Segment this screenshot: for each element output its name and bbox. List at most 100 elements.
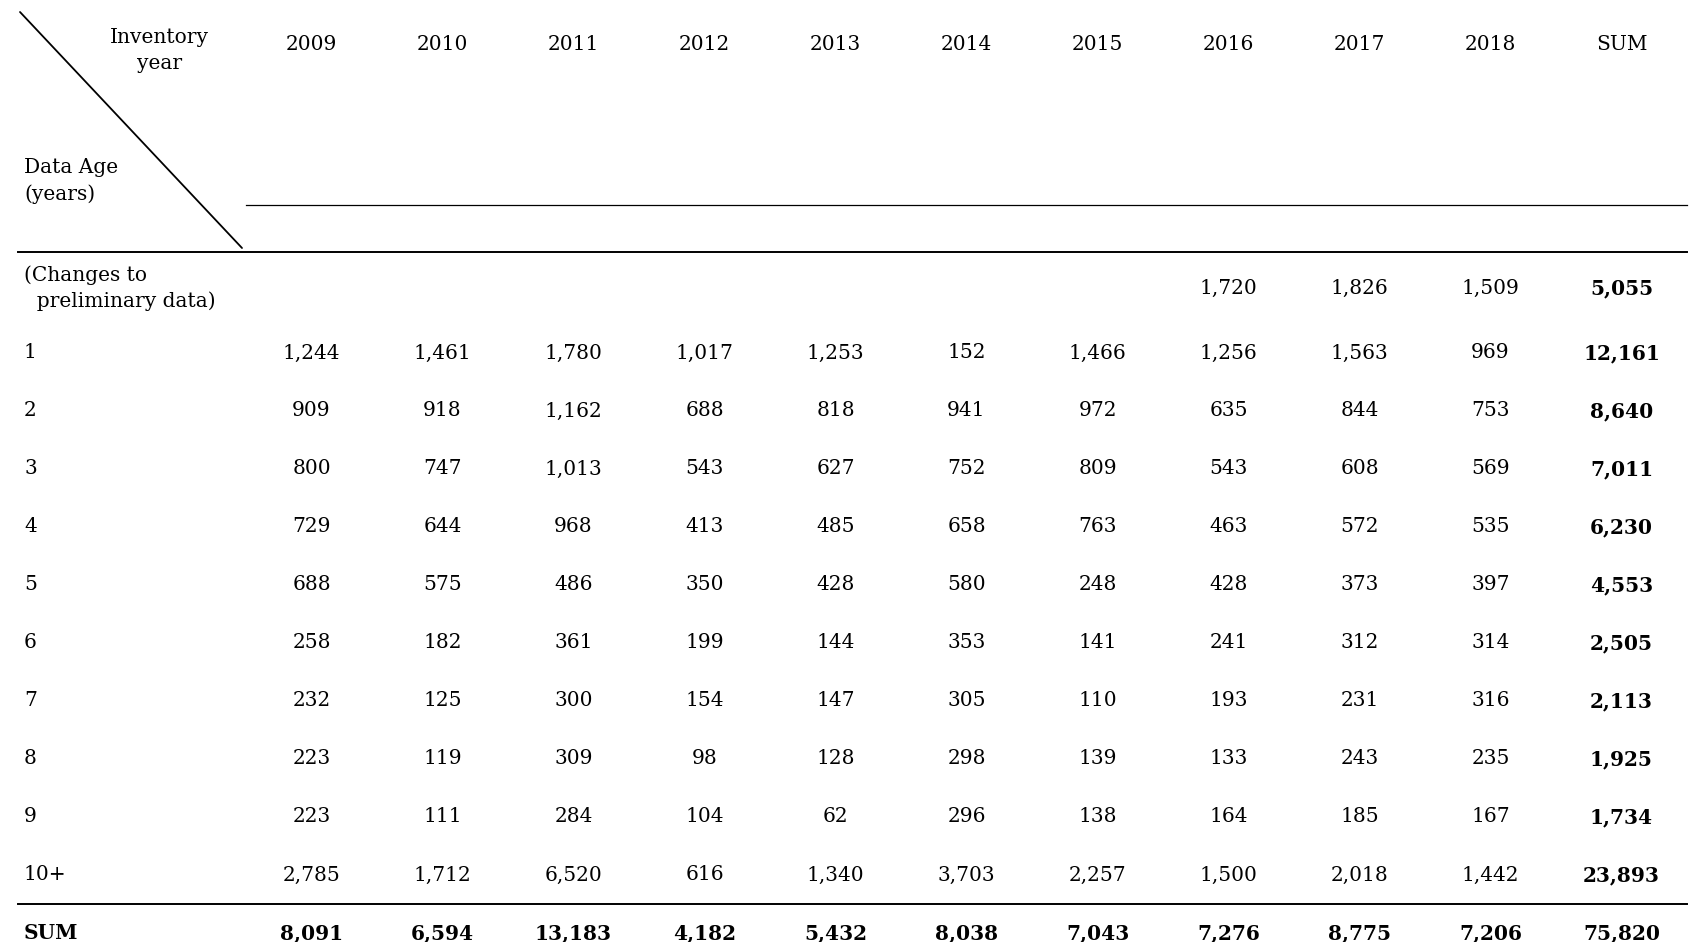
- Text: 6,594: 6,594: [411, 923, 474, 942]
- Text: 809: 809: [1078, 460, 1117, 479]
- Text: 147: 147: [817, 691, 854, 710]
- Text: 2,113: 2,113: [1591, 691, 1652, 711]
- Text: 608: 608: [1340, 460, 1379, 479]
- Text: 6,520: 6,520: [544, 866, 602, 885]
- Text: 133: 133: [1209, 750, 1248, 769]
- Text: 580: 580: [948, 576, 985, 594]
- Text: 1,256: 1,256: [1200, 344, 1257, 363]
- Text: 968: 968: [554, 517, 593, 537]
- Text: SUM: SUM: [24, 923, 78, 942]
- Text: 110: 110: [1078, 691, 1117, 710]
- Text: 154: 154: [685, 691, 723, 710]
- Text: 2,505: 2,505: [1591, 633, 1654, 653]
- Text: 8,775: 8,775: [1328, 923, 1391, 942]
- Text: Data Age: Data Age: [24, 158, 118, 177]
- Text: 2011: 2011: [547, 35, 598, 54]
- Text: 258: 258: [292, 634, 331, 653]
- Text: 535: 535: [1471, 517, 1509, 537]
- Text: 658: 658: [948, 517, 985, 537]
- Text: 572: 572: [1340, 517, 1379, 537]
- Text: 8,091: 8,091: [280, 923, 343, 942]
- Text: 98: 98: [692, 750, 718, 769]
- Text: 428: 428: [817, 576, 854, 594]
- Text: 969: 969: [1471, 344, 1511, 363]
- Text: 2010: 2010: [416, 35, 469, 54]
- Text: 463: 463: [1209, 517, 1248, 537]
- Text: 4,553: 4,553: [1591, 575, 1654, 595]
- Text: 747: 747: [423, 460, 462, 479]
- Text: 644: 644: [423, 517, 462, 537]
- Text: 284: 284: [554, 807, 593, 826]
- Text: 1,442: 1,442: [1461, 866, 1519, 885]
- Text: 2,018: 2,018: [1330, 866, 1388, 885]
- Text: 1,500: 1,500: [1200, 866, 1258, 885]
- Text: 763: 763: [1078, 517, 1117, 537]
- Text: 4: 4: [24, 517, 38, 537]
- Text: 6: 6: [24, 634, 38, 653]
- Text: 428: 428: [1209, 576, 1248, 594]
- Text: 1,253: 1,253: [806, 344, 864, 363]
- Text: 753: 753: [1471, 401, 1509, 420]
- Text: year: year: [136, 54, 182, 73]
- Text: 300: 300: [554, 691, 593, 710]
- Text: 128: 128: [817, 750, 854, 769]
- Text: 543: 543: [1209, 460, 1248, 479]
- Text: 350: 350: [685, 576, 723, 594]
- Text: 248: 248: [1078, 576, 1117, 594]
- Text: 138: 138: [1078, 807, 1117, 826]
- Text: 9: 9: [24, 807, 38, 826]
- Text: 139: 139: [1078, 750, 1117, 769]
- Text: 7,043: 7,043: [1066, 923, 1129, 942]
- Text: 13,183: 13,183: [535, 923, 612, 942]
- Text: 152: 152: [948, 344, 985, 363]
- Text: 941: 941: [948, 401, 985, 420]
- Text: 10+: 10+: [24, 866, 66, 885]
- Text: 185: 185: [1340, 807, 1379, 826]
- Text: 62: 62: [824, 807, 849, 826]
- Text: 800: 800: [292, 460, 331, 479]
- Text: 3: 3: [24, 460, 38, 479]
- Text: 575: 575: [423, 576, 462, 594]
- Text: 75,820: 75,820: [1582, 923, 1661, 942]
- Text: 2015: 2015: [1072, 35, 1124, 54]
- Text: 232: 232: [292, 691, 331, 710]
- Text: 844: 844: [1340, 401, 1379, 420]
- Text: 2016: 2016: [1202, 35, 1255, 54]
- Text: 111: 111: [423, 807, 462, 826]
- Text: 397: 397: [1471, 576, 1509, 594]
- Text: 1,925: 1,925: [1591, 749, 1652, 769]
- Text: 2017: 2017: [1333, 35, 1384, 54]
- Text: 8: 8: [24, 750, 38, 769]
- Text: 309: 309: [554, 750, 593, 769]
- Text: 688: 688: [685, 401, 725, 420]
- Text: 1,466: 1,466: [1069, 344, 1127, 363]
- Text: 729: 729: [292, 517, 331, 537]
- Text: 4,182: 4,182: [673, 923, 737, 942]
- Text: 616: 616: [685, 866, 725, 885]
- Text: 5: 5: [24, 576, 38, 594]
- Text: 486: 486: [554, 576, 593, 594]
- Text: 7: 7: [24, 691, 38, 710]
- Text: 752: 752: [948, 460, 985, 479]
- Text: 1,017: 1,017: [675, 344, 733, 363]
- Text: 972: 972: [1078, 401, 1117, 420]
- Text: 199: 199: [685, 634, 725, 653]
- Text: 373: 373: [1340, 576, 1379, 594]
- Text: 316: 316: [1471, 691, 1509, 710]
- Text: (years): (years): [24, 184, 95, 203]
- Text: 2018: 2018: [1465, 35, 1516, 54]
- Text: 1,509: 1,509: [1461, 279, 1519, 298]
- Text: 8,038: 8,038: [934, 923, 997, 942]
- Text: 2: 2: [24, 401, 38, 420]
- Text: 1,734: 1,734: [1591, 807, 1654, 827]
- Text: 2,257: 2,257: [1069, 866, 1127, 885]
- Text: Inventory: Inventory: [109, 28, 208, 47]
- Text: 909: 909: [292, 401, 331, 420]
- Text: 3,703: 3,703: [938, 866, 996, 885]
- Text: 2012: 2012: [679, 35, 730, 54]
- Text: 5,432: 5,432: [805, 923, 868, 942]
- Text: 223: 223: [292, 750, 331, 769]
- Text: 918: 918: [423, 401, 462, 420]
- Text: 167: 167: [1471, 807, 1511, 826]
- Text: 2013: 2013: [810, 35, 861, 54]
